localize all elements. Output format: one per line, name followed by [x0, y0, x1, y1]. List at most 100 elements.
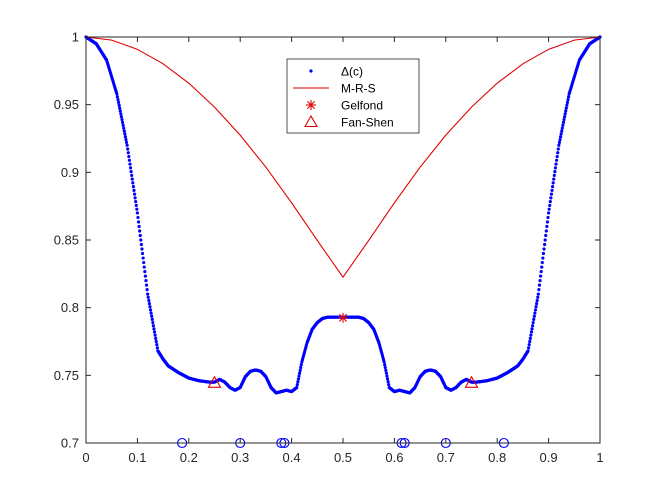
- data-point: [557, 143, 561, 147]
- data-point: [136, 220, 141, 224]
- data-point: [552, 177, 556, 181]
- legend-triangle-symbol: [304, 114, 318, 128]
- data-point: [142, 260, 146, 265]
- data-point: [123, 135, 128, 139]
- series-line: [85, 36, 601, 279]
- data-point: [530, 327, 534, 331]
- x-tick-label: 0.3: [231, 450, 249, 465]
- data-point: [295, 383, 299, 387]
- data-point: [120, 117, 124, 122]
- data-point: [384, 368, 388, 372]
- data-point: [133, 196, 137, 200]
- data-point: [531, 324, 535, 328]
- y-tick-label: 0.7: [61, 436, 79, 451]
- y-tick-label: 0.9: [61, 165, 79, 180]
- data-point: [149, 311, 153, 315]
- data-point: [147, 302, 151, 306]
- data-point: [548, 200, 552, 204]
- series-gelfond: [338, 312, 348, 323]
- data-point: [554, 158, 559, 162]
- data-point: [140, 247, 144, 251]
- data-point: [386, 380, 390, 384]
- x-tick-label: 0.5: [334, 450, 352, 465]
- data-point: [538, 279, 542, 283]
- data-point: [126, 147, 130, 151]
- legend-label: Gelfond: [341, 99, 383, 113]
- data-point: [384, 371, 389, 375]
- data-point: [562, 115, 567, 119]
- data-point: [536, 295, 540, 299]
- data-point: [152, 330, 157, 334]
- data-point: [541, 251, 546, 256]
- data-point: [564, 109, 568, 113]
- data-point: [541, 256, 545, 260]
- data-point: [128, 166, 133, 170]
- data-point: [135, 211, 139, 215]
- data-point: [118, 106, 122, 110]
- legend-label: M-R-S: [341, 82, 376, 96]
- series-fan-shen: [207, 375, 479, 388]
- data-point: [297, 374, 301, 378]
- data-point: [555, 154, 559, 159]
- data-point: [119, 112, 123, 116]
- data-point: [545, 220, 550, 224]
- y-tick-label: 0.75: [54, 368, 79, 383]
- data-point: [562, 117, 566, 122]
- data-point: [543, 242, 547, 247]
- data-point: [526, 349, 530, 353]
- data-point: [127, 154, 131, 159]
- data-point: [138, 233, 142, 238]
- data-point: [116, 97, 120, 102]
- x-tick-label: 0.7: [437, 450, 455, 465]
- data-point: [147, 298, 151, 303]
- y-tick-label: 0.8: [61, 300, 79, 315]
- x-tick-label: 0.8: [488, 450, 506, 465]
- data-point: [297, 371, 302, 375]
- data-point: [142, 265, 146, 269]
- data-point: [299, 363, 303, 367]
- legend-dot-symbol: [309, 69, 313, 73]
- x-tick-label: 0.4: [283, 450, 301, 465]
- data-point: [154, 339, 158, 344]
- data-point: [130, 173, 134, 177]
- data-point: [124, 137, 128, 142]
- data-point: [549, 196, 553, 200]
- data-point: [556, 151, 560, 155]
- triangle-marker: [207, 375, 222, 388]
- data-point: [529, 333, 533, 337]
- data-point: [128, 162, 132, 166]
- data-point: [553, 166, 558, 170]
- data-point: [532, 314, 536, 318]
- data-point: [116, 100, 121, 105]
- data-point: [152, 327, 156, 331]
- data-point: [565, 103, 569, 107]
- data-point: [540, 260, 544, 265]
- data-point: [124, 140, 129, 145]
- data-point: [140, 251, 145, 256]
- data-point: [150, 317, 154, 321]
- data-point: [143, 269, 147, 274]
- data-point: [129, 169, 133, 174]
- data-point: [560, 126, 564, 130]
- data-point: [387, 383, 391, 387]
- data-point: [537, 288, 541, 292]
- data-point: [296, 380, 300, 384]
- data-point: [126, 151, 130, 155]
- data-point: [560, 129, 564, 133]
- data-point: [131, 181, 135, 185]
- data-point: [137, 224, 141, 229]
- data-point: [563, 112, 567, 116]
- data-point: [557, 140, 562, 145]
- data-point: [130, 177, 134, 181]
- x-tick-label: 0: [82, 450, 89, 465]
- data-point: [127, 158, 132, 162]
- data-point: [115, 92, 119, 96]
- data-point: [537, 283, 542, 287]
- data-point: [544, 229, 548, 233]
- data-point: [551, 181, 555, 185]
- data-point: [383, 363, 387, 367]
- data-point: [150, 314, 154, 318]
- triangle-marker: [464, 375, 479, 388]
- data-point: [139, 238, 143, 242]
- series--c-: [84, 35, 602, 395]
